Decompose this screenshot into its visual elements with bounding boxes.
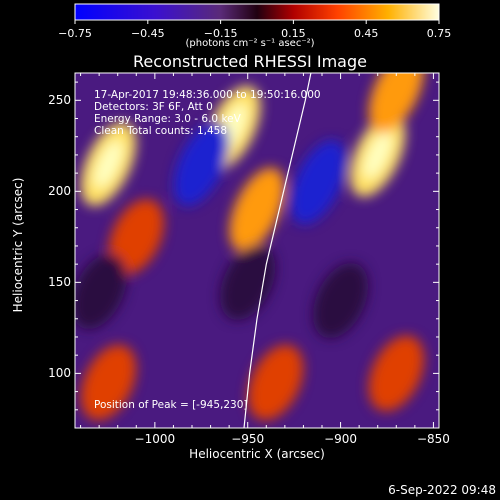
annotation-detectors: Detectors: 3F 6F, Att 0: [94, 101, 213, 113]
heatmap-negative-blob: [220, 244, 276, 321]
y-axis-tick-label: 200: [48, 184, 71, 199]
heatmap-negative-blob: [313, 262, 369, 339]
heatmap-peak-core: [94, 140, 123, 188]
x-axis-tick-label: −900: [324, 432, 358, 446]
colorbar-gradient: [74, 3, 440, 21]
chart-title: Reconstructed RHESSI Image: [133, 52, 367, 71]
y-axis-tick-label: 150: [48, 275, 71, 290]
colorbar-tick-label: 0.75: [426, 27, 452, 40]
colorbar: [74, 3, 440, 24]
heatmap-negative-blob: [173, 122, 229, 206]
y-axis-tick-label: 250: [48, 93, 71, 108]
colorbar-tick-label: −0.75: [58, 27, 92, 40]
annotation-clean: Clean Total counts: 1,458: [94, 125, 228, 137]
y-axis-label: Heliocentric Y (arcsec): [11, 177, 25, 313]
footer-date: 6-Sep-2022 09:48: [388, 483, 496, 497]
heatmap-negative-blob: [75, 253, 127, 330]
heatmap-peak-core: [363, 130, 392, 179]
plot-frame: [74, 72, 440, 429]
heatmap-emission-blob: [368, 73, 424, 134]
x-axis-tick-label: −1000: [134, 432, 176, 446]
heatmap-emission-blob: [368, 335, 424, 412]
heatmap-negative-blob: [290, 140, 346, 225]
colorbar-tick-label: 0.45: [353, 27, 379, 40]
annotation-peak: Position of Peak = [-945,230]: [94, 399, 248, 411]
x-axis-tick-label: −950: [231, 432, 265, 446]
annotation-time: 17-Apr-2017 19:48:36.000 to 19:50:16.000: [94, 89, 321, 101]
colorbar-ticks: [74, 20, 440, 24]
annotation-energy: Energy Range: 3.0 - 6.0 keV: [94, 113, 241, 125]
colorbar-units: (photons cm⁻² s⁻¹ asec⁻²): [185, 38, 315, 49]
heatmap-emission-blob: [229, 167, 285, 252]
colorbar-tick-label: −0.15: [203, 27, 238, 40]
heatmap-emission-blob: [80, 344, 136, 421]
x-axis-label: Heliocentric X (arcsec): [189, 447, 325, 461]
colorbar-tick-label: −0.45: [130, 27, 165, 40]
heatmap-emission-blob: [108, 199, 164, 275]
y-axis-tick-label: 100: [48, 366, 71, 381]
colorbar-tick-label: 0.15: [281, 27, 306, 40]
heatmap-emission-blob: [248, 344, 304, 421]
x-axis-tick-label: −850: [416, 432, 450, 446]
solar-limb-line: [243, 73, 312, 428]
